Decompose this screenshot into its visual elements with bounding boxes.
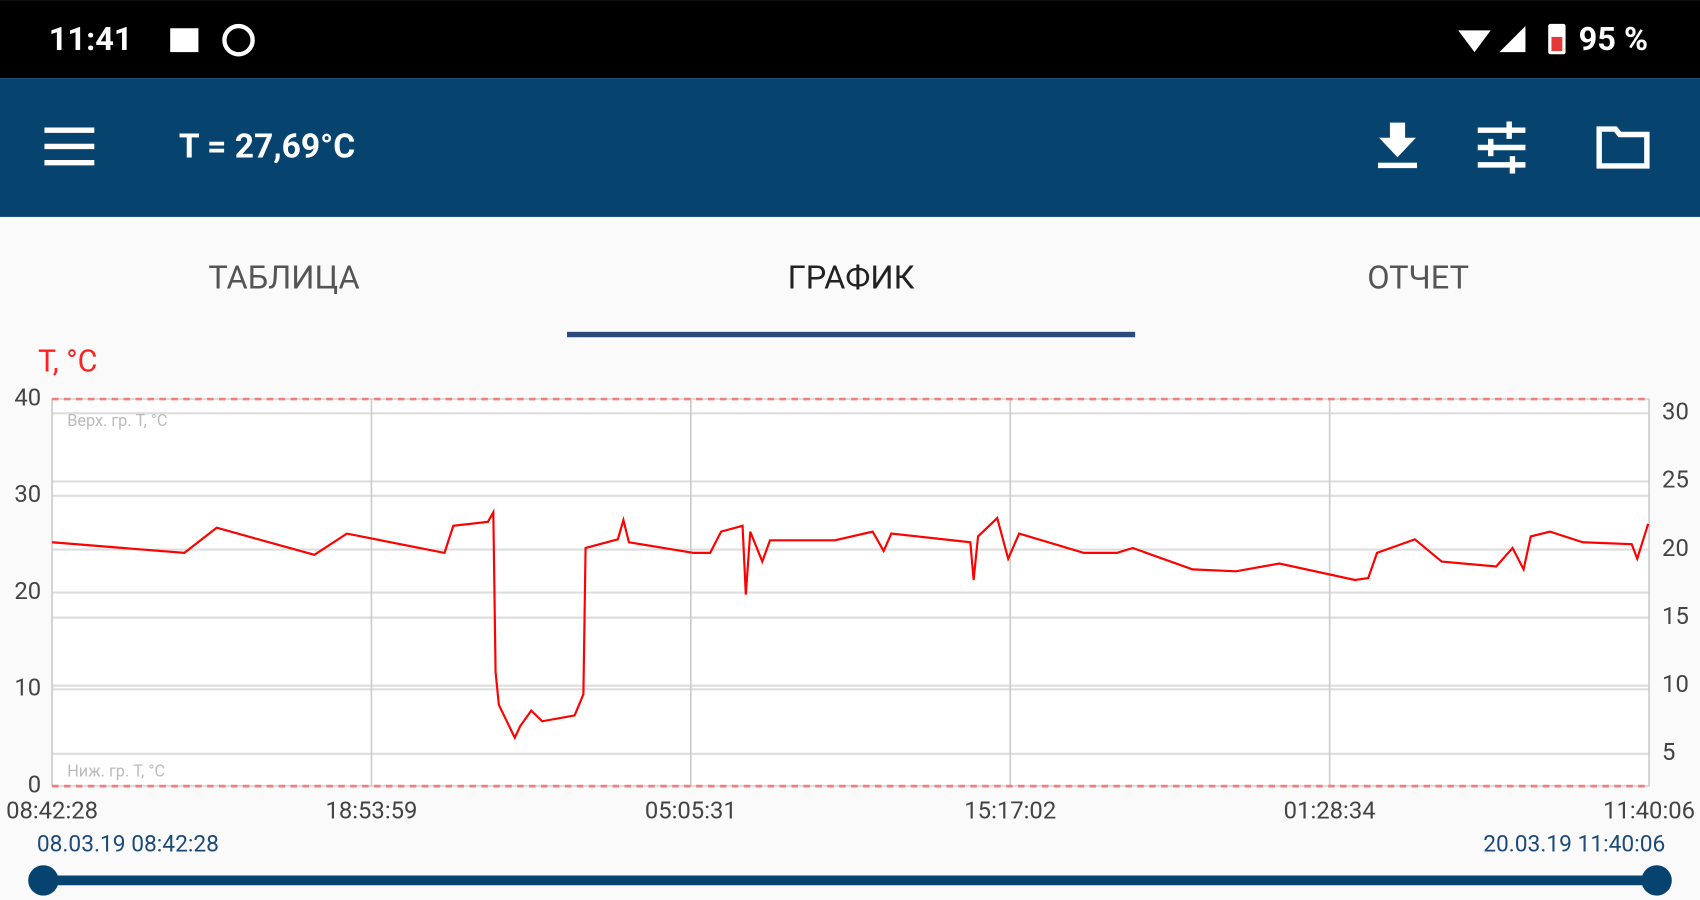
folder-button[interactable]: [1596, 126, 1650, 169]
y-tick-label: 20: [14, 577, 41, 605]
data-line: [51, 508, 1650, 741]
range-slider-handle[interactable]: [1641, 865, 1672, 896]
range-start: 08.03.19 08:42:28: [37, 831, 219, 858]
tab[interactable]: ОТЧЕТ: [1367, 258, 1469, 296]
download-button[interactable]: [1377, 122, 1418, 169]
battery-level: [1551, 36, 1563, 52]
limit-label: Верх. гр. T, °C: [67, 411, 167, 430]
status-bar: [0, 0, 1700, 79]
toolbar-title: T = 27,69°C: [179, 127, 355, 166]
wifi-icon: [1458, 30, 1491, 53]
toolbar: [0, 78, 1700, 217]
x-tick-label: 15:17:02: [964, 796, 1056, 824]
limit-label: Ниж. гр. T, °C: [67, 761, 165, 780]
y-tick-label: 10: [14, 674, 41, 702]
tab-active[interactable]: ГРАФИК: [788, 258, 915, 296]
y-tick-label: 0: [28, 770, 41, 798]
range-slider-handle[interactable]: [28, 865, 59, 896]
settings-button[interactable]: [1477, 121, 1526, 174]
x-tick-label: 11:40:06: [1603, 796, 1695, 824]
y2-tick-label: 30: [1662, 398, 1689, 426]
y2-tick-label: 20: [1662, 534, 1689, 562]
x-tick-label: 05:05:31: [645, 796, 737, 824]
y-tick-label: 30: [14, 480, 41, 508]
y2-tick-label: 5: [1662, 738, 1675, 766]
y-axis-label: T, °C: [38, 344, 97, 379]
y-tick-label: 40: [14, 383, 41, 411]
x-tick-label: 18:53:59: [325, 796, 417, 824]
range-end: 20.03.19 11:40:06: [1483, 831, 1665, 858]
battery-text: 95 %: [1579, 20, 1648, 58]
y2-tick-label: 25: [1662, 466, 1689, 494]
x-tick-label: 01:28:34: [1284, 796, 1376, 824]
gallery-icon: [170, 28, 199, 53]
x-tick-label: 08:42:28: [6, 796, 98, 824]
menu-button[interactable]: [44, 127, 95, 166]
y2-tick-label: 10: [1662, 670, 1689, 698]
tab[interactable]: ТАБЛИЦА: [208, 258, 359, 296]
plot: 0 10 20 30 40 5 10 15 20 25 30 08:42:28 18:53:59 05:0…: [6, 383, 1695, 824]
whatsapp-icon: [222, 23, 255, 57]
status-time: 11:41: [49, 20, 133, 58]
tab-indicator: [567, 331, 1136, 338]
y2-tick-label: 15: [1662, 602, 1689, 630]
